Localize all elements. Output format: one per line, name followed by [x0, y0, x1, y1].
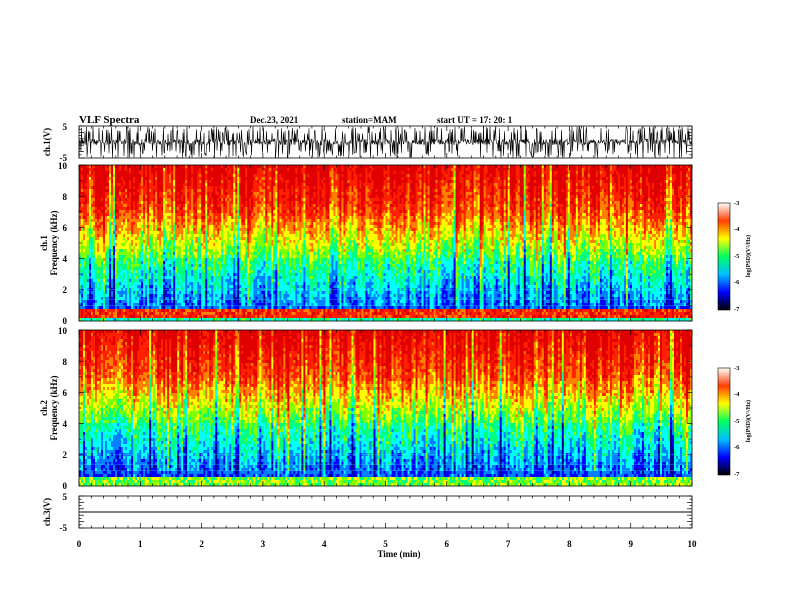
ch1-spectrogram-panel: 0 2 4 6 8 10 ch.1 Frequency (kHz) — [39, 161, 692, 326]
ch1-freq-tick-0: 0 — [63, 316, 68, 326]
time-tick-3: 3 — [261, 539, 266, 549]
ch2-freq-tick-8: 8 — [63, 357, 68, 367]
time-tick-0: 0 — [77, 539, 82, 549]
time-tick-9: 9 — [628, 539, 633, 549]
ch3-waveform-panel: 5 -5 ch.3(V) — [42, 492, 692, 533]
ch1-spectrogram-image — [79, 165, 692, 321]
ch2-freq-tick-2: 2 — [63, 450, 68, 460]
ch2-cb-tick-neg7: -7 — [734, 471, 740, 478]
ch2-cb-tick-neg3: -3 — [734, 365, 740, 372]
ch1-cb-tick-neg7: -7 — [734, 306, 740, 313]
time-tick-6: 6 — [445, 539, 450, 549]
ch1-ytick-5: 5 — [63, 122, 68, 132]
ch3-waveform-ylabel: ch.3(V) — [42, 498, 52, 526]
ch1-colorbar-ramp — [718, 203, 730, 310]
ch1-freq-tick-8: 8 — [63, 192, 68, 202]
ch3-ytick-5: 5 — [63, 492, 68, 502]
ch1-freq-tick-2: 2 — [63, 285, 68, 295]
ch2-spectrogram-image — [79, 330, 692, 486]
ch1-colorbar-label: log(PSD)(V²/Hz) — [745, 235, 752, 277]
ch2-freq-tick-6: 6 — [63, 388, 68, 398]
ch2-colorbar-label: log(PSD)(V²/Hz) — [745, 400, 752, 442]
ch2-spectrogram-panel: 0 2 4 6 8 10 ch.2 Frequency (kHz) — [39, 326, 692, 491]
ch2-ylabel-channel: ch.2 — [39, 400, 49, 416]
ch2-freq-tick-10: 10 — [58, 326, 68, 336]
ch1-freq-tick-6: 6 — [63, 223, 68, 233]
ch1-cb-tick-neg4: -4 — [734, 226, 740, 233]
ch2-ylabel-frequency: Frequency (kHz) — [49, 375, 59, 440]
ch1-ylabel-channel: ch.1 — [39, 235, 49, 251]
time-tick-4: 4 — [322, 539, 327, 549]
ch1-waveform-panel: 5 -5 ch.1(V) — [42, 122, 692, 163]
ch1-waveform-ylabel: ch.1(V) — [42, 128, 52, 156]
start-time-label: start UT = 17: 20: 1 — [437, 115, 513, 125]
ch1-freq-tick-10: 10 — [58, 161, 68, 171]
ch1-cb-tick-neg6: -6 — [734, 279, 740, 286]
ch2-cb-tick-neg6: -6 — [734, 444, 740, 451]
ch1-colorbar: -3 -4 -5 -6 -7 log(PSD)(V²/Hz) — [718, 200, 752, 313]
ch2-cb-tick-neg5: -5 — [734, 418, 740, 425]
ch1-ylabel-frequency: Frequency (kHz) — [49, 210, 59, 275]
time-tick-8: 8 — [567, 539, 572, 549]
time-tick-5: 5 — [383, 539, 388, 549]
figure-title: VLF Spectra — [79, 114, 140, 126]
ch3-ytick-neg5: -5 — [60, 523, 68, 533]
ch2-cb-tick-neg4: -4 — [734, 391, 740, 398]
ch2-freq-tick-0: 0 — [63, 481, 68, 491]
ch2-colorbar-ramp — [718, 368, 730, 475]
time-tick-10: 10 — [688, 539, 698, 549]
time-axis-label: Time (min) — [377, 549, 420, 559]
time-axis-tick-labels: 0 1 2 3 4 5 6 7 8 9 10 — [77, 539, 697, 549]
time-tick-1: 1 — [138, 539, 143, 549]
ch2-colorbar: -3 -4 -5 -6 -7 log(PSD)(V²/Hz) — [718, 365, 752, 478]
station-label: station=MAM — [342, 115, 397, 125]
time-tick-2: 2 — [199, 539, 204, 549]
date-label: Dec.23, 2021 — [250, 115, 299, 125]
ch1-freq-tick-4: 4 — [63, 254, 68, 264]
ch1-cb-tick-neg3: -3 — [734, 200, 740, 207]
ch2-freq-tick-4: 4 — [63, 419, 68, 429]
time-tick-7: 7 — [506, 539, 511, 549]
ch1-cb-tick-neg5: -5 — [734, 253, 740, 260]
